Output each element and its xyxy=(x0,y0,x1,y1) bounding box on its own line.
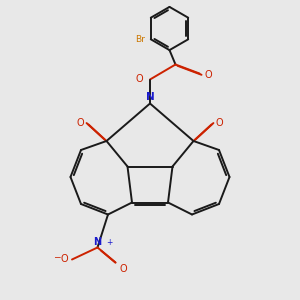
Text: O: O xyxy=(216,118,224,128)
Text: O: O xyxy=(120,264,127,274)
Text: +: + xyxy=(106,238,112,247)
Text: N: N xyxy=(146,92,154,102)
Text: O: O xyxy=(61,254,68,265)
Text: O: O xyxy=(76,118,84,128)
Text: −: − xyxy=(53,253,60,262)
Text: O: O xyxy=(204,70,212,80)
Text: Br: Br xyxy=(136,35,146,44)
Text: N: N xyxy=(93,237,102,247)
Text: O: O xyxy=(136,74,143,85)
